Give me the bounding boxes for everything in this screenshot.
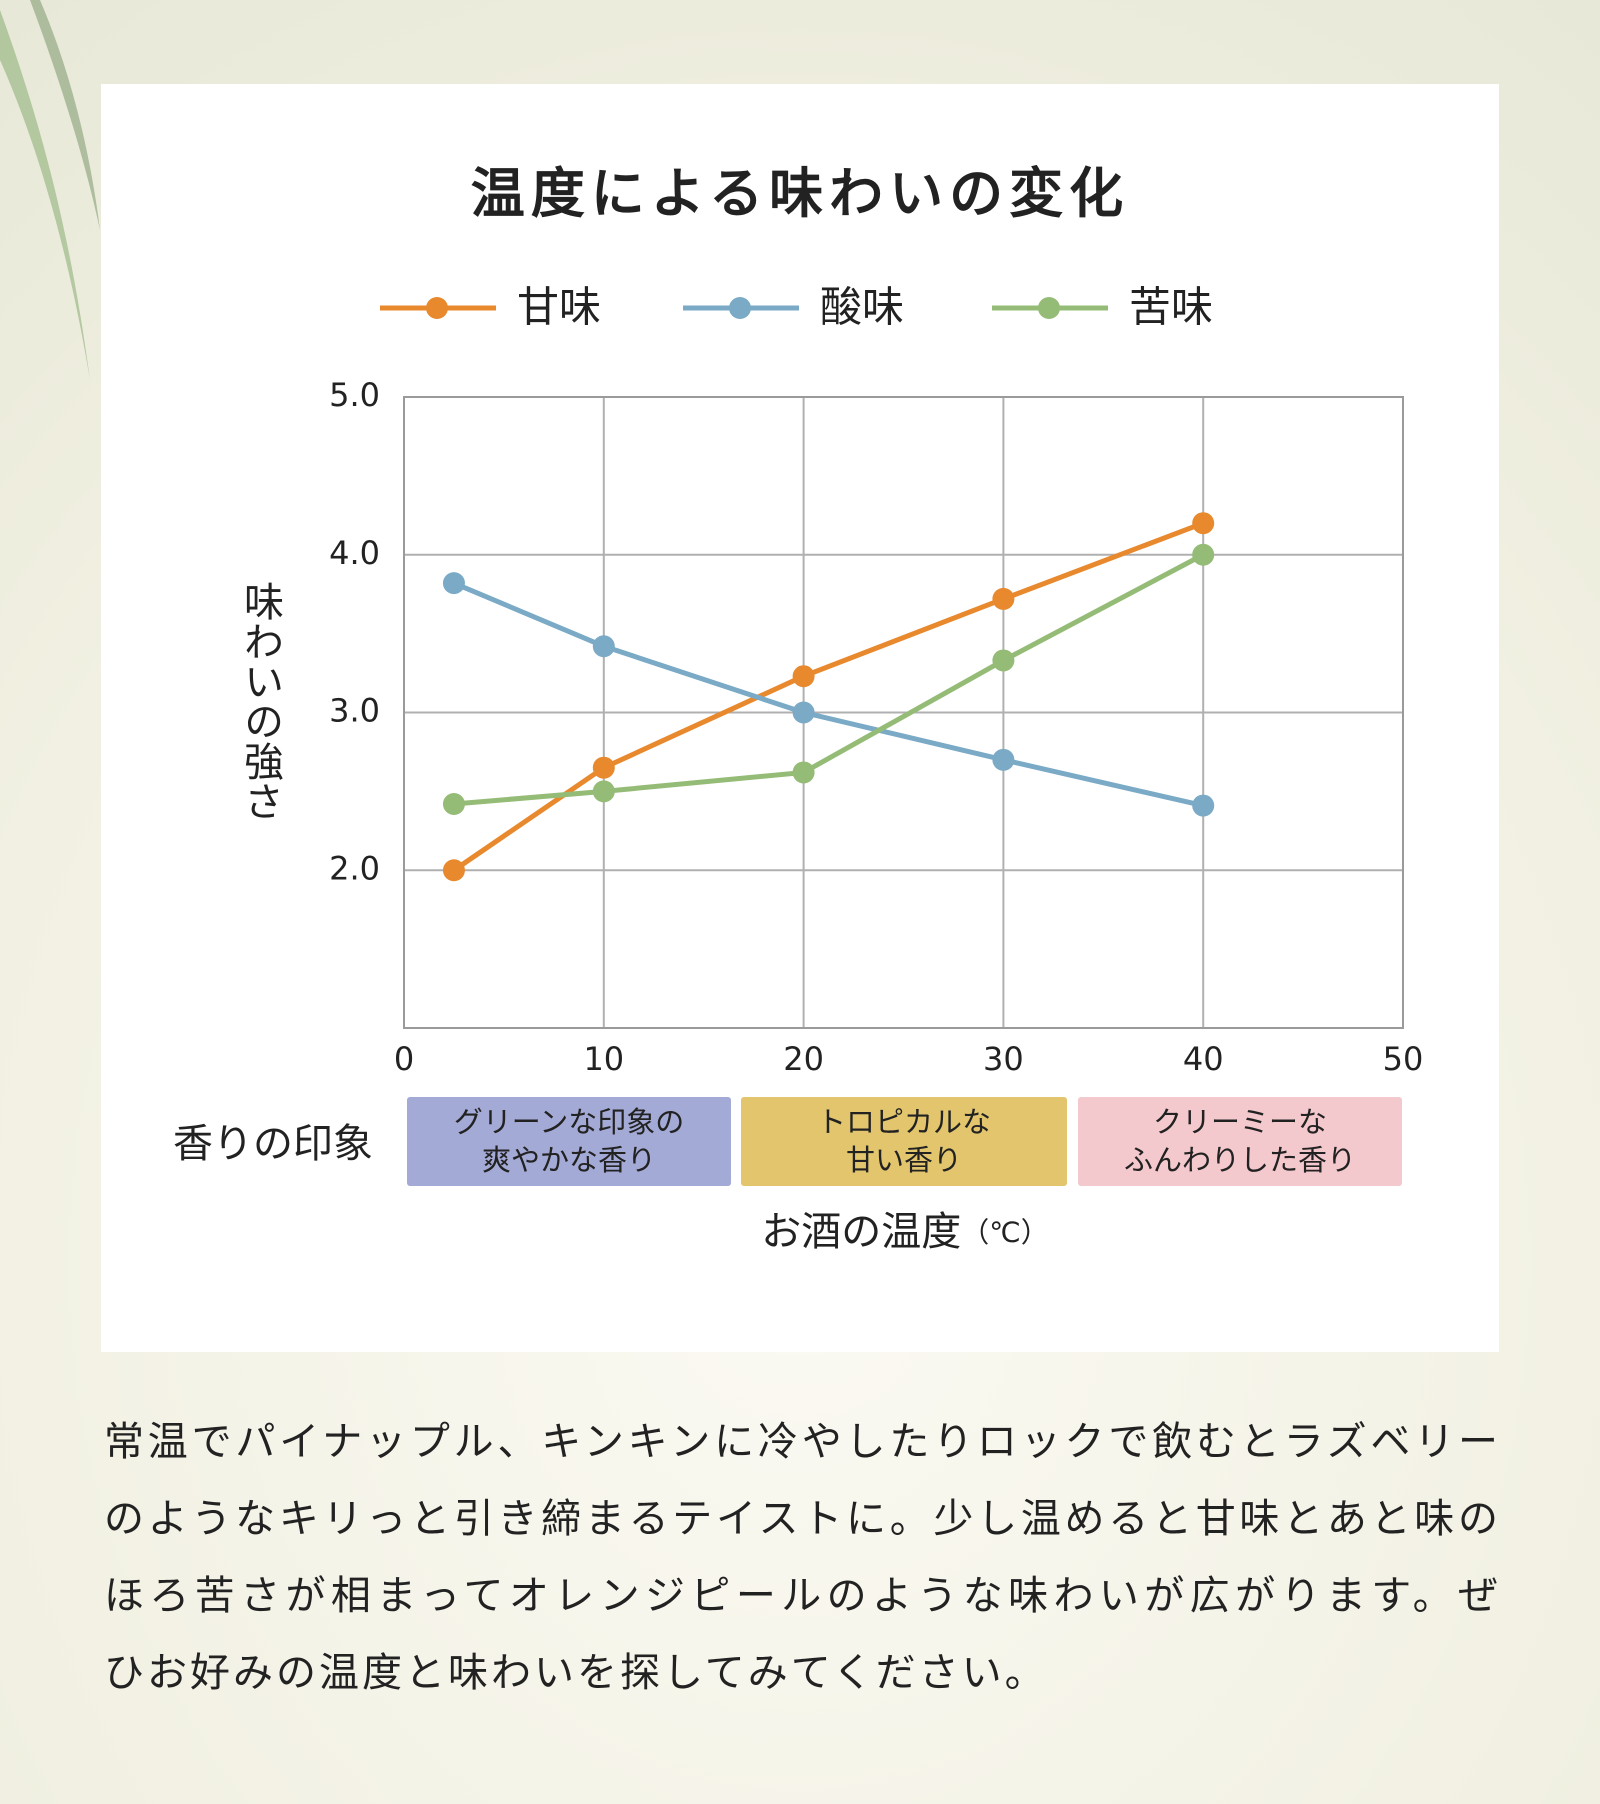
y-tick-label: 5.0: [329, 376, 380, 414]
description-text: 常温でパイナップル、キンキンに冷やしたりロックで飲むとラズベリー: [104, 1419, 1498, 1465]
description-text: ほろ苦さが相まってオレンジピールのような味わいが広がります。ぜ: [104, 1573, 1498, 1619]
plot-frame: [403, 396, 1404, 1029]
legend-label: 酸味: [820, 283, 904, 332]
data-point: [1192, 794, 1215, 817]
aroma-band-text: クリーミーな: [1153, 1105, 1327, 1139]
data-point: [592, 756, 615, 779]
x-tick-label: 0: [394, 1040, 414, 1078]
y-axis-label: 味わいの強さ: [237, 581, 283, 821]
leaf: [0, 10, 90, 380]
aroma-band: [741, 1097, 1067, 1186]
x-axis-label-unit: （℃）: [961, 1216, 1048, 1249]
legend-label: 苦味: [1129, 283, 1213, 332]
x-axis-label: お酒の温度（℃）: [761, 1209, 1048, 1255]
data-point: [442, 572, 465, 595]
aroma-band: [1078, 1097, 1402, 1186]
data-point: [442, 859, 465, 882]
aroma-band-text: トロピカルな: [817, 1105, 991, 1139]
x-tick-label: 10: [583, 1040, 624, 1078]
legend-marker: [729, 297, 751, 319]
aroma-band-text: 甘い香り: [846, 1143, 962, 1177]
aroma-band-text: ふんわりした香り: [1124, 1143, 1356, 1177]
x-tick-label: 20: [783, 1040, 824, 1078]
data-point: [792, 665, 815, 688]
legend-label: 甘味: [517, 283, 601, 332]
data-point: [592, 780, 615, 803]
data-point: [592, 635, 615, 658]
description-text: ひお好みの温度と味わいを探してみてください。: [104, 1650, 1048, 1696]
data-point: [442, 792, 465, 815]
data-point: [1192, 512, 1215, 535]
x-tick-label: 30: [983, 1040, 1024, 1078]
x-axis-label-main: お酒の温度: [761, 1209, 961, 1255]
aroma-label: 香りの印象: [173, 1121, 373, 1167]
legend-marker: [426, 297, 448, 319]
aroma-band: [407, 1097, 731, 1186]
y-tick-label: 2.0: [329, 849, 380, 887]
y-tick-label: 4.0: [329, 534, 380, 572]
data-point: [992, 587, 1015, 610]
data-point: [792, 761, 815, 784]
y-tick-label: 3.0: [329, 692, 380, 730]
x-tick-label: 50: [1383, 1040, 1424, 1078]
data-point: [992, 649, 1015, 672]
x-tick-label: 40: [1183, 1040, 1224, 1078]
chart-title: 温度による味わいの変化: [471, 161, 1129, 225]
data-point: [992, 748, 1015, 771]
aroma-band-text: グリーンな印象の: [454, 1105, 685, 1139]
legend-marker: [1038, 297, 1060, 319]
aroma-band-text: 爽やかな香り: [482, 1143, 656, 1177]
data-point: [1192, 543, 1215, 566]
data-point: [792, 701, 815, 724]
